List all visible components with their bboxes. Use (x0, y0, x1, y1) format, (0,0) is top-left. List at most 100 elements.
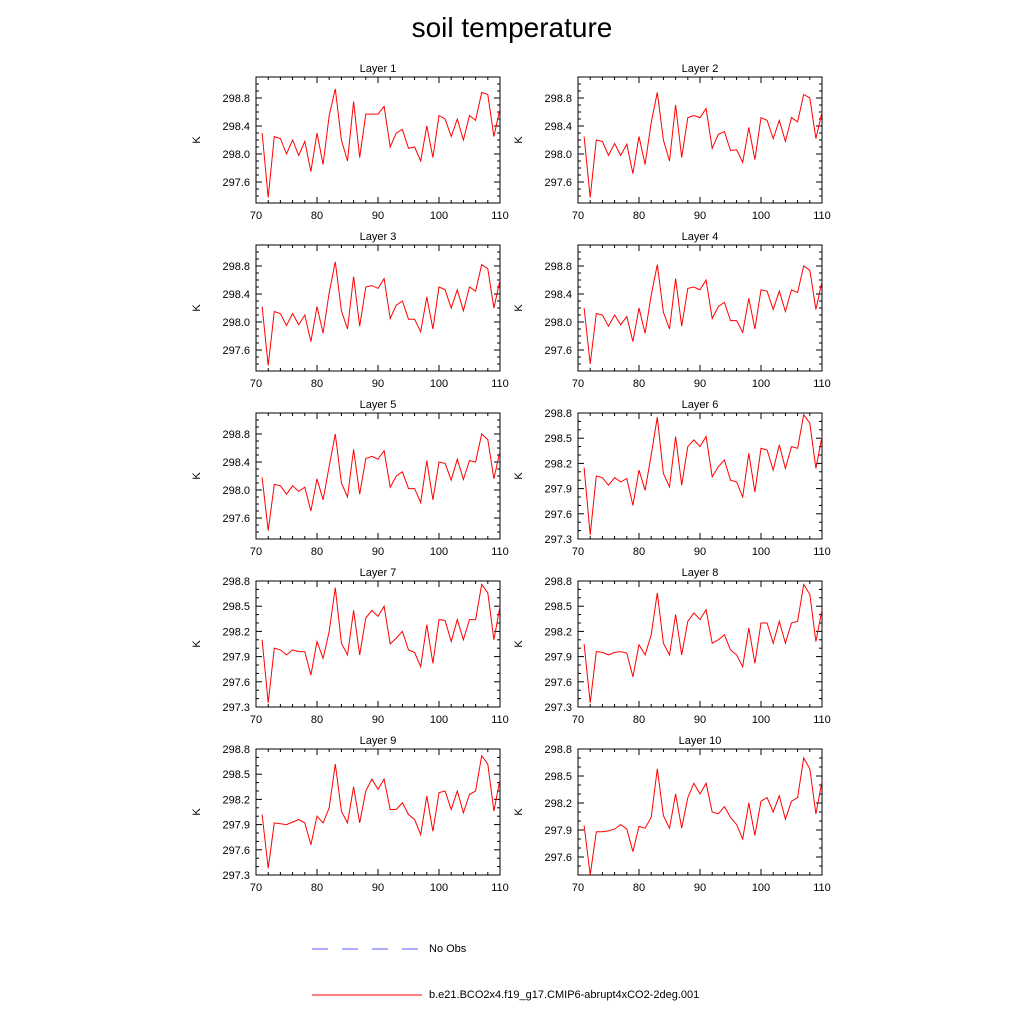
x-tick-label-layer-3: 80 (311, 378, 323, 390)
y-tick-label-layer-1: 298.4 (222, 121, 250, 133)
y-axis-label-layer-6: K (513, 472, 525, 480)
y-tick-label-layer-10: 297.6 (544, 852, 572, 864)
x-tick-label-layer-7: 80 (311, 714, 323, 726)
x-tick-label-layer-6: 70 (572, 546, 584, 558)
y-tick-label-layer-3: 298.8 (222, 261, 250, 273)
x-tick-label-layer-4: 90 (694, 378, 706, 390)
y-tick-label-layer-6: 298.5 (544, 433, 572, 445)
series-line-layer-1 (261, 88, 501, 198)
y-tick-label-layer-6: 298.8 (544, 408, 572, 420)
x-tick-label-layer-3: 110 (491, 378, 509, 390)
x-tick-label-layer-5: 100 (430, 546, 448, 558)
panel-title-layer-9: Layer 9 (360, 735, 397, 747)
x-tick-label-layer-9: 100 (430, 882, 448, 894)
panel-title-layer-10: Layer 10 (679, 735, 722, 747)
x-tick-label-layer-2: 90 (694, 210, 706, 222)
y-tick-label-layer-5: 298.0 (222, 485, 250, 497)
y-tick-label-layer-8: 297.9 (544, 652, 572, 664)
y-axis-label-layer-2: K (513, 136, 525, 144)
x-tick-label-layer-2: 110 (813, 210, 831, 222)
y-axis-label-layer-9: K (191, 808, 203, 816)
x-tick-label-layer-1: 80 (311, 210, 323, 222)
x-tick-label-layer-8: 90 (694, 714, 706, 726)
x-tick-label-layer-10: 90 (694, 882, 706, 894)
x-tick-label-layer-8: 110 (813, 714, 831, 726)
y-tick-label-layer-8: 297.3 (544, 702, 572, 714)
x-tick-label-layer-8: 70 (572, 714, 584, 726)
x-tick-label-layer-5: 110 (491, 546, 509, 558)
y-tick-label-layer-5: 298.8 (222, 429, 250, 441)
x-tick-label-layer-4: 70 (572, 378, 584, 390)
x-tick-label-layer-1: 70 (250, 210, 262, 222)
y-tick-label-layer-3: 298.4 (222, 289, 250, 301)
x-tick-label-layer-9: 80 (311, 882, 323, 894)
y-tick-label-layer-2: 298.8 (544, 93, 572, 105)
y-tick-label-layer-3: 298.0 (222, 317, 250, 329)
x-tick-label-layer-7: 110 (491, 714, 509, 726)
x-tick-label-layer-3: 70 (250, 378, 262, 390)
x-tick-label-layer-7: 70 (250, 714, 262, 726)
y-tick-label-layer-6: 297.3 (544, 534, 572, 546)
x-tick-label-layer-6: 100 (752, 546, 770, 558)
y-axis-label-layer-10: K (513, 808, 525, 816)
series-line-layer-6 (583, 413, 823, 535)
series-line-layer-2 (583, 92, 823, 198)
y-axis-label-layer-3: K (191, 304, 203, 312)
y-tick-label-layer-10: 298.2 (544, 798, 572, 810)
panel-title-layer-6: Layer 6 (682, 399, 719, 411)
y-tick-label-layer-7: 297.6 (222, 677, 250, 689)
x-tick-label-layer-2: 70 (572, 210, 584, 222)
y-tick-label-layer-3: 297.6 (222, 345, 250, 357)
y-tick-label-layer-8: 298.2 (544, 626, 572, 638)
x-tick-label-layer-6: 110 (813, 546, 831, 558)
y-tick-label-layer-7: 298.8 (222, 576, 250, 588)
series-line-layer-8 (583, 582, 823, 703)
y-tick-label-layer-1: 298.0 (222, 149, 250, 161)
x-tick-label-layer-5: 90 (372, 546, 384, 558)
y-tick-label-layer-6: 297.6 (544, 509, 572, 521)
x-tick-label-layer-6: 90 (694, 546, 706, 558)
x-tick-label-layer-7: 100 (430, 714, 448, 726)
panel-title-layer-1: Layer 1 (360, 63, 397, 75)
y-tick-label-layer-9: 297.9 (222, 820, 250, 832)
series-line-layer-3 (261, 261, 501, 366)
y-tick-label-layer-2: 298.0 (544, 149, 572, 161)
y-tick-label-layer-9: 297.3 (222, 870, 250, 882)
y-tick-label-layer-1: 297.6 (222, 177, 250, 189)
series-line-layer-5 (261, 433, 501, 531)
y-tick-label-layer-8: 298.8 (544, 576, 572, 588)
x-tick-label-layer-1: 110 (491, 210, 509, 222)
y-tick-label-layer-4: 297.6 (544, 345, 572, 357)
x-tick-label-layer-5: 80 (311, 546, 323, 558)
x-tick-label-layer-1: 90 (372, 210, 384, 222)
x-tick-label-layer-2: 80 (633, 210, 645, 222)
y-tick-label-layer-4: 298.0 (544, 317, 572, 329)
y-tick-label-layer-7: 297.3 (222, 702, 250, 714)
legend-no-obs-label: No Obs (429, 943, 467, 955)
y-axis-label-layer-5: K (191, 472, 203, 480)
x-tick-label-layer-4: 110 (813, 378, 831, 390)
y-tick-label-layer-1: 298.8 (222, 93, 250, 105)
y-tick-label-layer-4: 298.8 (544, 261, 572, 273)
panel-title-layer-2: Layer 2 (682, 63, 719, 75)
x-tick-label-layer-4: 80 (633, 378, 645, 390)
y-tick-label-layer-5: 297.6 (222, 513, 250, 525)
page-title: soil temperature (411, 12, 613, 43)
y-tick-label-layer-8: 298.5 (544, 601, 572, 613)
x-tick-label-layer-10: 80 (633, 882, 645, 894)
x-tick-label-layer-10: 110 (813, 882, 831, 894)
x-tick-label-layer-9: 90 (372, 882, 384, 894)
y-tick-label-layer-2: 298.4 (544, 121, 572, 133)
series-line-layer-10 (583, 756, 823, 876)
y-tick-label-layer-8: 297.6 (544, 677, 572, 689)
y-tick-label-layer-9: 298.2 (222, 794, 250, 806)
x-tick-label-layer-4: 100 (752, 378, 770, 390)
x-tick-label-layer-2: 100 (752, 210, 770, 222)
y-axis-label-layer-4: K (513, 304, 525, 312)
x-tick-label-layer-5: 70 (250, 546, 262, 558)
y-axis-label-layer-8: K (513, 640, 525, 648)
x-tick-label-layer-3: 90 (372, 378, 384, 390)
y-tick-label-layer-7: 297.9 (222, 652, 250, 664)
